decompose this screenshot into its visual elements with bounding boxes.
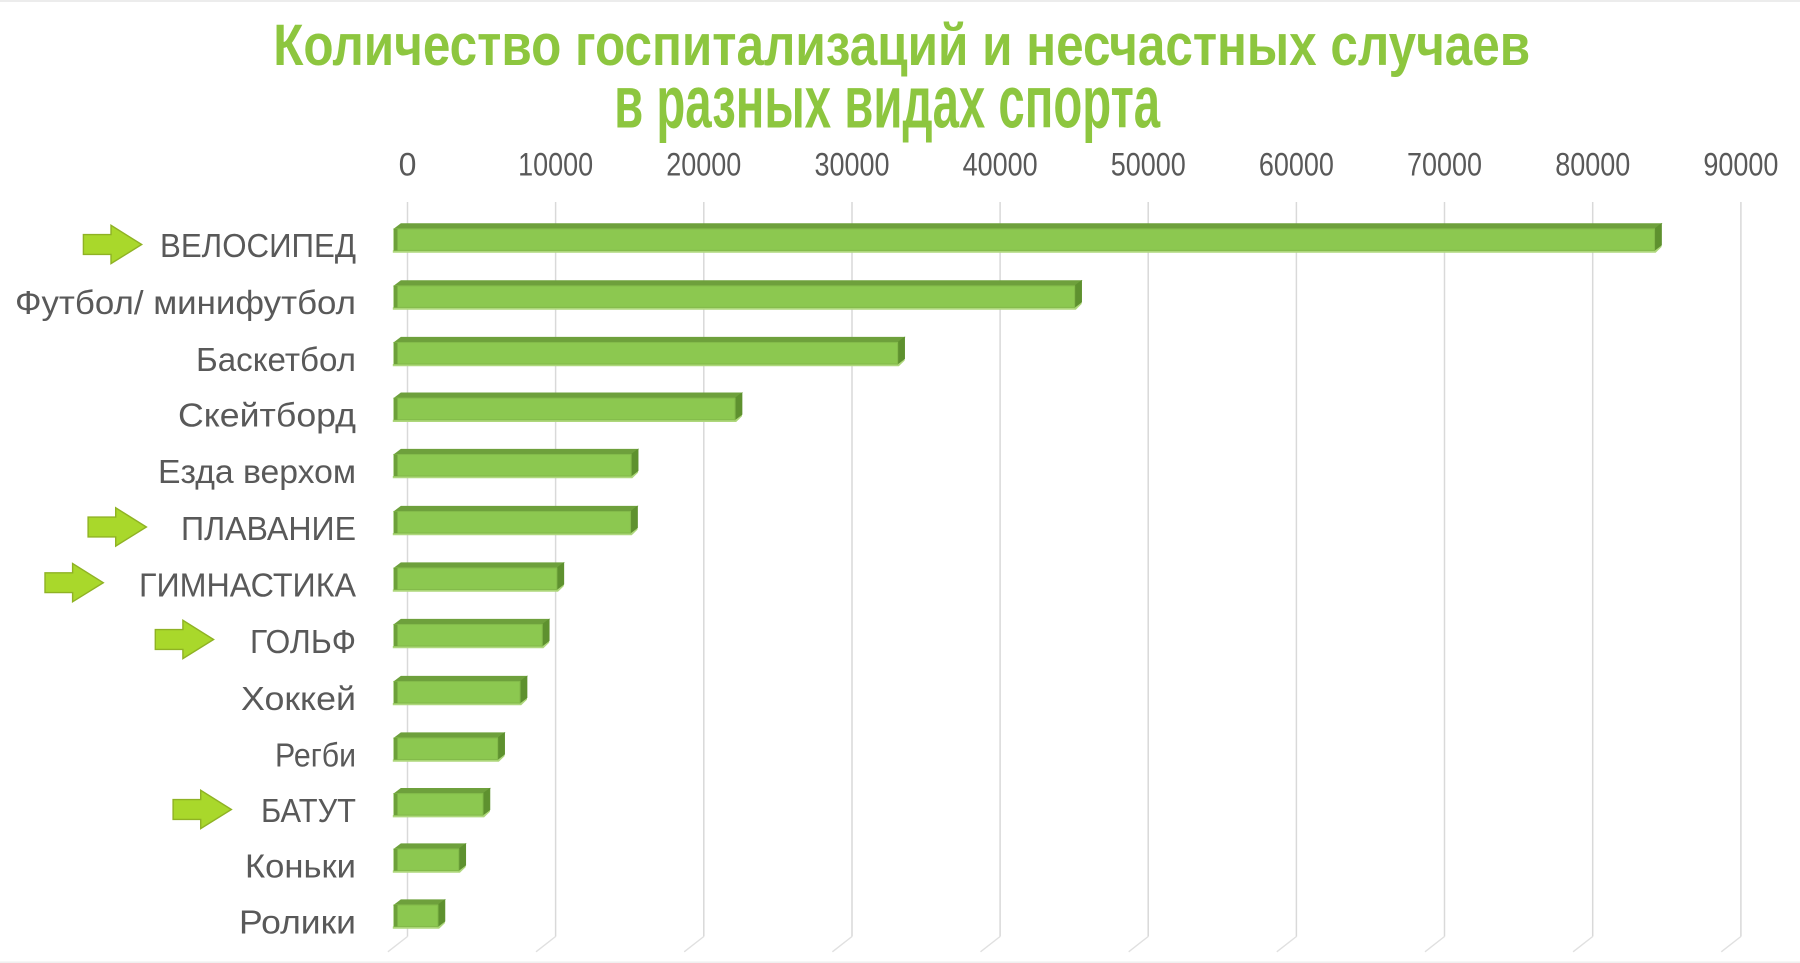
svg-text:50000: 50000 [1111, 147, 1186, 183]
svg-text:ВЕЛОСИПЕД: ВЕЛОСИПЕД [160, 228, 356, 265]
svg-text:Коньки: Коньки [245, 848, 356, 885]
svg-text:ГИМНАСТИКА: ГИМНАСТИКА [139, 567, 357, 604]
svg-text:40000: 40000 [963, 147, 1038, 183]
svg-text:90000: 90000 [1703, 147, 1778, 183]
svg-text:Футбол/ минифутбол: Футбол/ минифутбол [15, 285, 356, 322]
svg-text:БАТУТ: БАТУТ [261, 793, 356, 830]
svg-text:Скейтборд: Скейтборд [178, 398, 356, 435]
svg-text:20000: 20000 [666, 147, 741, 183]
svg-text:80000: 80000 [1555, 147, 1630, 183]
svg-text:60000: 60000 [1259, 147, 1334, 183]
svg-text:Ролики: Ролики [239, 904, 356, 941]
svg-text:в разных видах спорта: в разных видах спорта [614, 62, 1161, 144]
svg-text:70000: 70000 [1407, 147, 1482, 183]
svg-text:30000: 30000 [815, 147, 890, 183]
svg-text:Баскетбол: Баскетбол [196, 342, 356, 379]
svg-text:Хоккей: Хоккей [241, 681, 356, 718]
svg-text:0: 0 [399, 147, 417, 183]
svg-text:Количество госпитализаций и не: Количество госпитализаций и несчастных с… [273, 13, 1530, 78]
svg-text:Езда верхом: Езда верхом [158, 454, 356, 491]
svg-text:ГОЛЬФ: ГОЛЬФ [250, 624, 356, 661]
svg-text:Регби: Регби [275, 737, 356, 774]
svg-text:10000: 10000 [518, 147, 593, 183]
svg-text:ПЛАВАНИЕ: ПЛАВАНИЕ [181, 511, 356, 548]
